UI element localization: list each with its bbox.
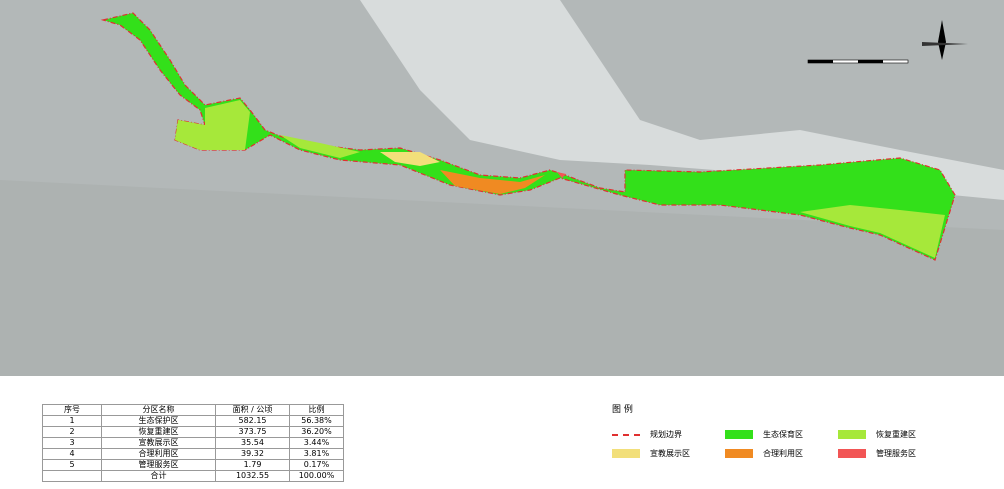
table-cell: 4 (42, 448, 102, 460)
legend-swatch (725, 449, 753, 458)
education-zone (380, 152, 440, 166)
north-arrow (922, 20, 968, 60)
table-cell: 3.44% (289, 437, 344, 449)
area-table: 序号 分区名称 面积 / 公顷 比例 1 生态保护区 582.15 56.38% 2 恢复重建区 3… (42, 404, 344, 482)
scale-bar (807, 59, 909, 64)
restoration-zone (175, 100, 250, 150)
table-row: 3 宣教展示区 35.54 3.44% (42, 437, 344, 449)
legend-label: 合理利用区 (763, 449, 803, 458)
table-cell: 39.32 (215, 448, 290, 460)
table-cell: 373.75 (215, 426, 290, 438)
table-cell: 合理利用区 (101, 448, 216, 460)
table-row: 序号 分区名称 面积 / 公顷 比例 (42, 404, 344, 416)
table-cell: 1032.55 (215, 470, 290, 482)
table-cell: 宣教展示区 (101, 437, 216, 449)
table-row: 5 管理服务区 1.79 0.17% (42, 459, 344, 471)
table-cell: 管理服务区 (101, 459, 216, 471)
service-zone (557, 172, 566, 178)
river-bed (360, 0, 1004, 200)
table-row: 4 合理利用区 39.32 3.81% (42, 448, 344, 460)
table-cell: 分区名称 (101, 404, 216, 416)
table-total-row: 合计 1032.55 100.00% (42, 470, 344, 482)
table-cell: 36.20% (289, 426, 344, 438)
table-cell: 56.38% (289, 415, 344, 427)
table-row: 1 生态保护区 582.15 56.38% (42, 415, 344, 427)
table-cell: 5 (42, 459, 102, 471)
legend-swatch (612, 434, 640, 436)
table-cell: 3 (42, 437, 102, 449)
legend-label: 规划边界 (650, 430, 682, 439)
table-cell: 生态保护区 (101, 415, 216, 427)
legend-label: 管理服务区 (876, 449, 916, 458)
utilization-zone (440, 170, 545, 194)
table-cell: 1 (42, 415, 102, 427)
table-cell: 比例 (289, 404, 344, 416)
table-cell: 合计 (101, 470, 216, 482)
table-cell: 1.79 (215, 459, 290, 471)
hills (0, 180, 1004, 376)
legend-label: 生态保育区 (763, 430, 803, 439)
table-cell: 100.00% (289, 470, 344, 482)
table-cell: 恢复重建区 (101, 426, 216, 438)
legend-swatch (725, 430, 753, 439)
table-cell: 0.17% (289, 459, 344, 471)
map (0, 0, 1004, 376)
restoration-zone (800, 205, 945, 258)
table-cell: 35.54 (215, 437, 290, 449)
legend-title: 图 例 (612, 405, 633, 415)
legend-label: 恢复重建区 (876, 430, 916, 439)
table-cell: 序号 (42, 404, 102, 416)
legend-swatch (838, 449, 866, 458)
table-cell: 582.15 (215, 415, 290, 427)
table-cell (42, 470, 102, 482)
restoration-zone (280, 135, 360, 158)
table-cell: 面积 / 公顷 (215, 404, 290, 416)
legend-label: 宣教展示区 (650, 449, 690, 458)
legend-swatch (612, 449, 640, 458)
table-cell: 2 (42, 426, 102, 438)
table-row: 2 恢复重建区 373.75 36.20% (42, 426, 344, 438)
table-cell: 3.81% (289, 448, 344, 460)
legend-swatch (838, 430, 866, 439)
